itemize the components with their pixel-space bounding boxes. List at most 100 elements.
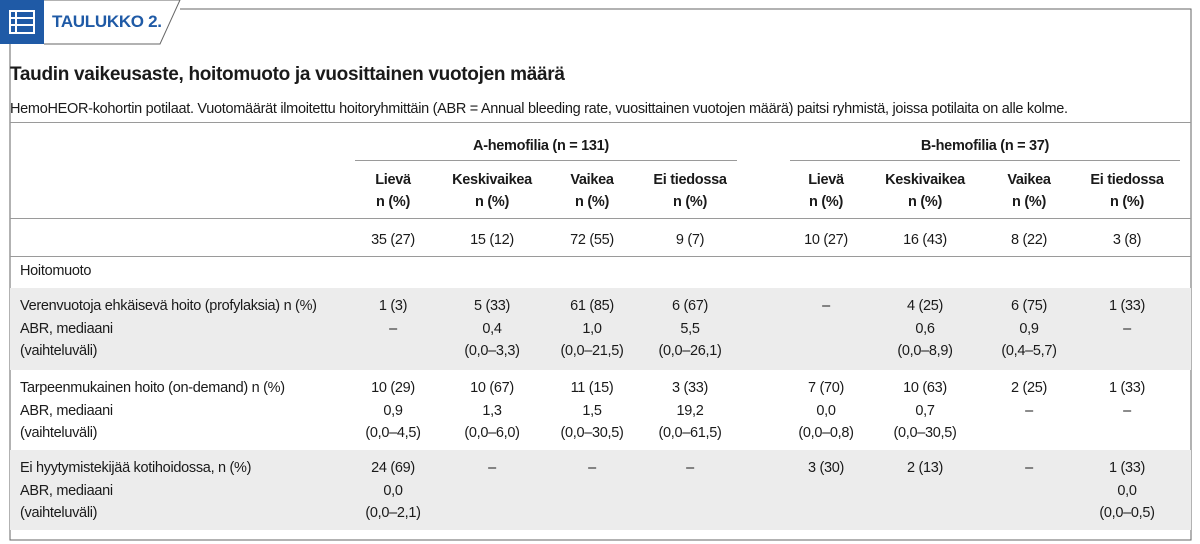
column-header: n (%) xyxy=(376,194,410,210)
cell: 24 (69) xyxy=(371,460,415,476)
cell: (0,0–21,5) xyxy=(560,343,624,359)
rule xyxy=(10,122,1191,123)
rule xyxy=(10,218,1191,219)
column-header: Lievä xyxy=(375,172,411,188)
column-header: n (%) xyxy=(1012,194,1046,210)
tab-label: TAULUKKO 2. xyxy=(52,12,162,31)
cell: 1 (33) xyxy=(1108,298,1146,314)
column-header: Keskivaikea xyxy=(452,172,532,188)
cell: (0,0–4,5) xyxy=(365,425,421,441)
column-header: Vaikea xyxy=(570,172,614,188)
column-header: n (%) xyxy=(908,194,942,210)
table-border xyxy=(9,8,1192,541)
cell: (0,0–30,5) xyxy=(893,425,957,441)
cell: 5 (33) xyxy=(473,298,511,314)
cell: 19,2 xyxy=(676,402,704,419)
row-label: (vaihteluväli) xyxy=(20,343,98,359)
cell: 0,4 xyxy=(482,320,502,337)
tab-icon xyxy=(9,10,35,34)
cell: (0,0–26,1) xyxy=(658,343,722,359)
group-header: A-hemofilia (n = 131) xyxy=(473,138,609,154)
cell: 2 (25) xyxy=(1010,380,1048,396)
cell: – xyxy=(822,298,830,314)
row-label: (vaihteluväli) xyxy=(20,505,98,521)
cell: 10 (63) xyxy=(903,380,947,396)
column-header: Lievä xyxy=(808,172,844,188)
cell: (0,0–0,8) xyxy=(798,425,854,441)
column-header: Ei tiedossa xyxy=(1090,172,1164,188)
total-cell: 72 (55) xyxy=(570,232,614,248)
cell: – xyxy=(1025,402,1033,419)
cell: (0,0–3,3) xyxy=(464,343,520,359)
total-cell: 3 (8) xyxy=(1112,232,1142,248)
cell: 1 (33) xyxy=(1108,380,1146,396)
cell: 4 (25) xyxy=(906,298,944,314)
row-label: Verenvuotoja ehkäisevä hoito (profylaksi… xyxy=(20,298,317,314)
cell: 1 (3) xyxy=(378,298,408,314)
cell: 0,9 xyxy=(383,402,403,419)
cell: 1,5 xyxy=(582,402,602,419)
cell: 0,7 xyxy=(915,402,935,419)
cell: – xyxy=(389,320,397,337)
cell: (0,4–5,7) xyxy=(1001,343,1057,359)
cell: 2 (13) xyxy=(906,460,944,476)
cell: 0,0 xyxy=(1117,482,1137,499)
total-cell: 35 (27) xyxy=(371,232,415,248)
cell: 5,5 xyxy=(680,320,700,337)
cell: 0,9 xyxy=(1019,320,1039,337)
cell: (0,0–6,0) xyxy=(464,425,520,441)
row-label: Tarpeenmukainen hoito (on-demand) n (%) xyxy=(20,380,285,396)
cell: (0,0–0,5) xyxy=(1099,505,1155,521)
rule xyxy=(355,160,737,161)
cell: – xyxy=(686,460,694,476)
rule xyxy=(790,160,1180,161)
row-label: ABR, mediaani xyxy=(20,482,113,499)
cell: 6 (75) xyxy=(1010,298,1048,314)
cell: 61 (85) xyxy=(570,298,614,314)
section-label: Hoitomuoto xyxy=(20,263,92,279)
cell: 0,6 xyxy=(915,320,935,337)
cell: 1,0 xyxy=(582,320,602,337)
column-header: n (%) xyxy=(1110,194,1144,210)
column-header: n (%) xyxy=(809,194,843,210)
row-label: ABR, mediaani xyxy=(20,402,113,419)
subtitle: HemoHEOR-kohortin potilaat. Vuotomäärät … xyxy=(10,101,1068,117)
cell: 3 (30) xyxy=(807,460,845,476)
tab-icon-bg xyxy=(0,0,44,44)
cell: 3 (33) xyxy=(671,380,709,396)
column-header: n (%) xyxy=(575,194,609,210)
cell: – xyxy=(488,460,496,476)
cell: 1 (33) xyxy=(1108,460,1146,476)
cell: 0,0 xyxy=(816,402,836,419)
row-shade xyxy=(10,288,1191,370)
group-header: B-hemofilia (n = 37) xyxy=(920,138,1050,154)
column-header: Keskivaikea xyxy=(885,172,965,188)
total-cell: 8 (22) xyxy=(1010,232,1048,248)
column-header: n (%) xyxy=(475,194,509,210)
cell: 11 (15) xyxy=(570,380,614,396)
row-label: (vaihteluväli) xyxy=(20,425,98,441)
total-cell: 16 (43) xyxy=(903,232,947,248)
tab-outline xyxy=(44,0,181,45)
row-shade xyxy=(10,450,1191,530)
cell: (0,0–2,1) xyxy=(365,505,421,521)
column-header: n (%) xyxy=(673,194,707,210)
column-header: Vaikea xyxy=(1007,172,1051,188)
cell: 1,3 xyxy=(482,402,502,419)
cell: 0,0 xyxy=(383,482,403,499)
title: Taudin vaikeusaste, hoitomuoto ja vuosit… xyxy=(10,64,565,85)
cell: (0,0–30,5) xyxy=(560,425,624,441)
row-label: ABR, mediaani xyxy=(20,320,113,337)
cell: 7 (70) xyxy=(807,380,845,396)
row-label: Ei hyytymistekijää kotihoidossa, n (%) xyxy=(20,460,252,476)
cell: – xyxy=(1025,460,1033,476)
column-header: Ei tiedossa xyxy=(653,172,727,188)
total-cell: 15 (12) xyxy=(470,232,514,248)
cell: (0,0–61,5) xyxy=(658,425,722,441)
cell: 10 (67) xyxy=(470,380,514,396)
total-cell: 10 (27) xyxy=(804,232,848,248)
rule xyxy=(10,256,1191,257)
cell: 10 (29) xyxy=(371,380,415,396)
